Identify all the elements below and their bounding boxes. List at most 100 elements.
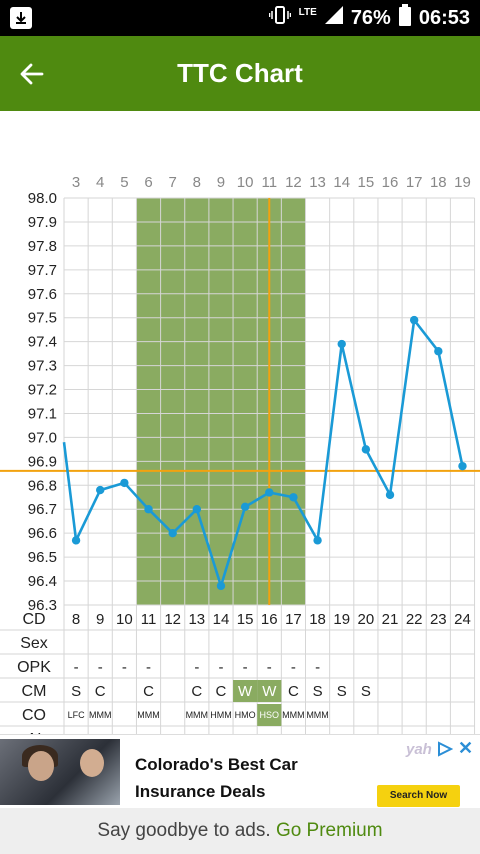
ad-banner[interactable]: Colorado's Best Car Insurance Deals yah … xyxy=(0,734,480,808)
day-label-top: 19 xyxy=(454,174,471,191)
row-cell-cm: W xyxy=(238,683,253,700)
day-label-bottom: 15 xyxy=(237,611,254,628)
day-label-top: 4 xyxy=(96,174,104,191)
temperature-point xyxy=(192,505,202,514)
bbt-chart[interactable]: 3 4 5 6 7 8 9 10 11 12 13 14 15 16 17 18 1998.097.997.89… xyxy=(0,111,480,734)
row-cell-opk: - xyxy=(218,659,223,676)
day-label-top: 7 xyxy=(169,174,177,191)
y-tick-label: 97.5 xyxy=(28,310,57,327)
vibrate-icon xyxy=(268,5,291,31)
temperature-point xyxy=(361,445,371,454)
ad-image xyxy=(0,739,120,805)
ad-brand: yah xyxy=(406,741,432,758)
fertile-window xyxy=(136,198,306,605)
row-cell-cm: C xyxy=(216,683,227,700)
temperature-point xyxy=(385,490,395,500)
day-label-bottom: 9 xyxy=(96,611,104,628)
day-label-top: 14 xyxy=(333,174,350,191)
day-label-bottom: 24 xyxy=(454,611,471,628)
row-label-cd: CD xyxy=(22,611,45,628)
row-cell-opk: - xyxy=(315,659,320,676)
network-type: LTE xyxy=(298,6,317,18)
row-cell-cm: S xyxy=(337,683,347,700)
day-label-top: 10 xyxy=(237,174,254,191)
day-label-top: 18 xyxy=(430,174,447,191)
close-icon[interactable]: ✕ xyxy=(458,738,474,758)
row-cell-co: HMM xyxy=(210,710,232,720)
row-label-sex: Sex xyxy=(20,635,48,652)
day-label-top: 6 xyxy=(144,174,152,191)
row-cell-cm: C xyxy=(288,683,299,700)
temperature-point xyxy=(71,536,81,545)
temperature-point xyxy=(120,478,129,488)
row-cell-opk: - xyxy=(98,659,103,676)
row-cell-opk: - xyxy=(291,659,296,676)
day-label-bottom: 17 xyxy=(285,611,302,628)
day-label-top: 15 xyxy=(358,174,375,191)
day-label-bottom: 20 xyxy=(358,611,375,628)
premium-text: Say goodbye to ads. xyxy=(97,820,271,841)
temperature-point xyxy=(168,528,177,538)
y-tick-label: 97.9 xyxy=(28,214,57,231)
day-label-top: 16 xyxy=(382,174,399,191)
ad-cta-button[interactable]: Search Now xyxy=(377,785,460,807)
y-tick-label: 96.5 xyxy=(28,549,57,566)
day-label-top: 13 xyxy=(309,174,326,191)
premium-bar[interactable]: Say goodbye to ads. Go Premium xyxy=(0,808,480,854)
row-cell-opk: - xyxy=(243,659,248,676)
temperature-point xyxy=(337,339,346,349)
temperature-point xyxy=(216,581,226,591)
row-cell-co: MMM xyxy=(306,710,329,720)
row-cell-opk: - xyxy=(146,659,151,676)
day-label-bottom: 23 xyxy=(430,611,447,628)
row-label-opk: OPK xyxy=(17,659,51,676)
day-label-top: 3 xyxy=(72,174,80,191)
day-label-bottom: 13 xyxy=(188,611,205,628)
temperature-point xyxy=(265,488,274,497)
day-label-bottom: 22 xyxy=(406,611,423,628)
y-tick-label: 98.0 xyxy=(28,190,57,207)
temperature-point xyxy=(96,485,105,495)
day-label-top: 5 xyxy=(120,174,128,191)
row-cell-opk: - xyxy=(74,659,79,676)
ad-headline[interactable]: Colorado's Best Car Insurance Deals xyxy=(135,755,298,801)
back-arrow-icon[interactable] xyxy=(18,60,46,88)
download-notification-icon xyxy=(10,7,32,29)
row-cell-cm: W xyxy=(262,683,277,700)
row-label-cm: CM xyxy=(22,683,47,700)
row-label-co: CO xyxy=(22,707,46,724)
go-premium-link[interactable]: Go Premium xyxy=(275,820,383,841)
row-cell-co: HSO xyxy=(260,710,280,720)
battery-icon xyxy=(398,4,411,32)
row-cell-co: MMM xyxy=(282,710,305,720)
row-cell-cm: S xyxy=(71,683,81,700)
day-label-bottom: 8 xyxy=(72,611,80,628)
day-label-bottom: 19 xyxy=(333,611,350,628)
y-tick-label: 97.3 xyxy=(28,358,57,375)
day-label-bottom: 11 xyxy=(141,611,157,628)
y-tick-label: 97.7 xyxy=(28,262,57,279)
day-label-bottom: 18 xyxy=(309,611,326,628)
row-cell-cm: C xyxy=(191,683,202,700)
row-cell-co: LFC xyxy=(68,710,86,720)
temperature-point xyxy=(458,461,467,471)
temperature-point xyxy=(144,505,153,514)
app-bar: TTC Chart xyxy=(0,36,480,111)
row-cell-co: MMM xyxy=(137,710,160,720)
row-cell-opk: - xyxy=(194,659,199,676)
day-label-bottom: 21 xyxy=(382,611,399,628)
row-cell-cm: C xyxy=(95,683,106,700)
row-cell-cm: S xyxy=(313,683,323,700)
row-cell-ai: ● xyxy=(240,732,251,734)
day-label-top: 12 xyxy=(285,174,302,191)
row-cell-co: MMM xyxy=(89,710,112,720)
day-label-top: 9 xyxy=(217,174,225,191)
y-tick-label: 97.4 xyxy=(28,334,57,351)
y-tick-label: 97.1 xyxy=(28,405,57,422)
y-tick-label: 97.2 xyxy=(28,382,57,399)
y-tick-label: 96.9 xyxy=(28,453,57,470)
ad-choices-icon[interactable] xyxy=(437,741,454,757)
y-tick-label: 96.3 xyxy=(28,597,57,614)
clock: 06:53 xyxy=(418,6,470,29)
cell-highlight xyxy=(257,680,282,702)
